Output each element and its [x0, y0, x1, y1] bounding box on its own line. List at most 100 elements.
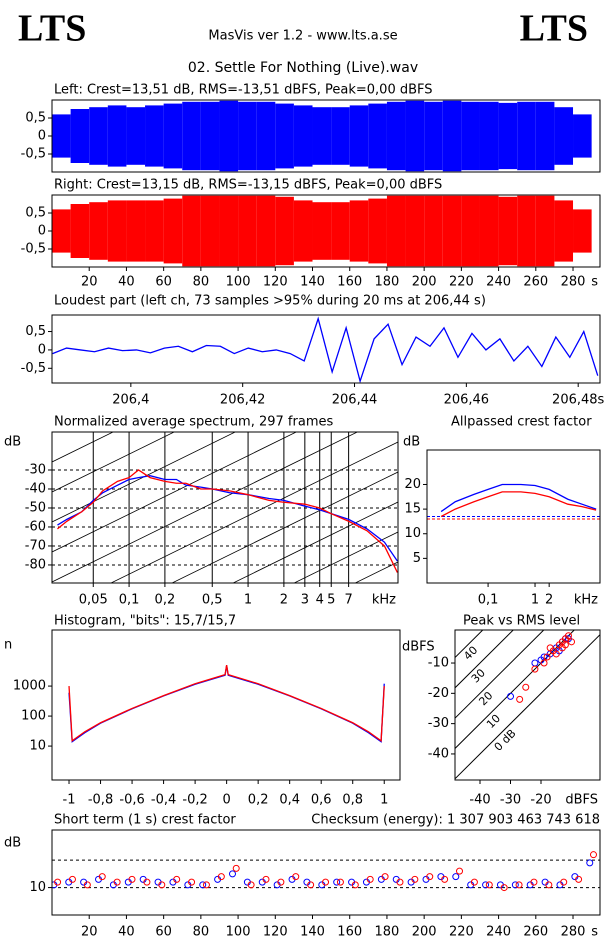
x-tick-label: 0,4 — [279, 793, 300, 808]
y-tick-label: 10 — [404, 526, 421, 541]
waveform-band — [163, 103, 183, 169]
panel-title: Normalized average spectrum, 297 frames — [54, 415, 333, 430]
reference-line — [455, 630, 575, 749]
y-tick-label: 0,5 — [25, 111, 46, 126]
reference-label: 40 — [461, 644, 480, 663]
panel-title: Short term (1 s) crest factor — [54, 813, 236, 828]
scatter-point — [173, 875, 181, 883]
waveform-band — [275, 196, 294, 266]
scatter-point — [452, 873, 460, 881]
waveform-band — [70, 204, 90, 258]
x-tick-label: 2 — [280, 593, 288, 608]
scatter-point — [589, 851, 597, 859]
x-tick-label: 0,8 — [342, 793, 363, 808]
scatter-point — [54, 878, 62, 886]
scatter-point — [217, 873, 225, 881]
scatter-point — [336, 878, 344, 886]
diagonal-guide — [52, 432, 237, 523]
waveform-band — [386, 195, 406, 267]
y-tick-label: 10 — [29, 880, 46, 895]
x-tick-label: 200 — [412, 925, 437, 940]
waveform-band — [498, 102, 518, 170]
x-tick-label: 1 — [380, 793, 388, 808]
waveform-band — [368, 103, 387, 169]
logo: LTS — [520, 8, 588, 50]
x-tick-label: 60 — [155, 275, 172, 290]
y-tick-label: -0,5 — [21, 242, 46, 257]
x-tick-label: 206,44 — [332, 393, 378, 408]
x-tick-label: 180 — [375, 925, 400, 940]
x-tick-label: 0,2 — [155, 593, 176, 608]
x-tick-label: 140 — [300, 925, 325, 940]
y-axis-label: dB — [4, 836, 21, 851]
diagonal-guide — [52, 432, 114, 463]
waveform-band — [107, 200, 127, 262]
waveform-band — [368, 198, 387, 264]
reference-label: 10 — [484, 712, 503, 731]
x-tick-label: 220 — [449, 925, 474, 940]
waveform-band — [256, 195, 276, 267]
x-tick-label: 160 — [337, 275, 362, 290]
x-tick-label: 100 — [226, 925, 251, 940]
y-tick-label: 1000 — [13, 679, 46, 694]
x-tick-label: 180 — [375, 275, 400, 290]
plot-frame — [51, 194, 601, 268]
plot-frame — [51, 629, 401, 781]
x-tick-label: 1 — [244, 593, 252, 608]
waveform-band — [498, 196, 518, 266]
x-tick-label: 206,48s — [552, 393, 604, 408]
x-axis-label: s — [591, 925, 598, 940]
waveform-band — [312, 202, 332, 260]
diagonal-guide — [293, 531, 398, 583]
waveform-band — [238, 101, 257, 171]
plot-area — [52, 316, 599, 383]
x-axis-label: kHz — [372, 593, 396, 608]
x-tick-label: 3 — [301, 593, 309, 608]
scatter-point — [531, 665, 539, 673]
y-axis-label: dBFS — [402, 640, 435, 655]
scatter-point — [552, 650, 560, 658]
x-tick-label: 120 — [263, 275, 288, 290]
waveform-band — [312, 107, 332, 165]
waveform-band — [479, 195, 499, 267]
x-tick-label: 100 — [226, 275, 251, 290]
waveform-band — [386, 101, 406, 171]
reference-label: 30 — [469, 666, 488, 685]
x-tick-label: 240 — [486, 925, 511, 940]
scatter-point — [470, 878, 478, 886]
x-tick-label: 280 — [561, 275, 586, 290]
scatter-point — [143, 878, 151, 886]
waveform-band — [126, 200, 146, 262]
plot-area — [52, 432, 398, 583]
scatter-point — [158, 881, 166, 889]
scatter-point — [247, 881, 255, 889]
panel-title: Loudest part (left ch, 73 samples >95% d… — [54, 294, 486, 309]
x-tick-label: 60 — [155, 925, 172, 940]
waveform-band — [89, 202, 108, 260]
waveform-band — [405, 195, 425, 267]
x-tick-label: 20 — [81, 925, 98, 940]
waveform-band — [479, 101, 499, 171]
panel-title: Allpassed crest factor — [451, 415, 592, 430]
scatter-point — [322, 878, 330, 886]
waveform-band — [331, 107, 350, 165]
scatter-point — [396, 878, 404, 886]
scatter-point — [262, 875, 270, 883]
y-tick-label: -10 — [428, 656, 449, 671]
x-tick-label: 140 — [300, 275, 325, 290]
waveform-band — [517, 101, 536, 171]
y-tick-label: -30 — [428, 716, 449, 731]
scatter-point — [232, 864, 240, 872]
x-tick-label: 80 — [193, 925, 210, 940]
x-tick-label: 0,5 — [202, 593, 223, 608]
x-tick-label: -1 — [63, 793, 76, 808]
waveform-band — [182, 101, 201, 171]
diagonal-guide — [232, 501, 398, 583]
scatter-point — [540, 659, 548, 667]
waveform-band — [461, 101, 480, 171]
scatter-point — [228, 870, 236, 878]
waveform-band — [535, 101, 555, 171]
waveform-band — [126, 107, 146, 165]
waveform-band — [182, 195, 201, 267]
x-tick-label: -20 — [530, 793, 551, 808]
